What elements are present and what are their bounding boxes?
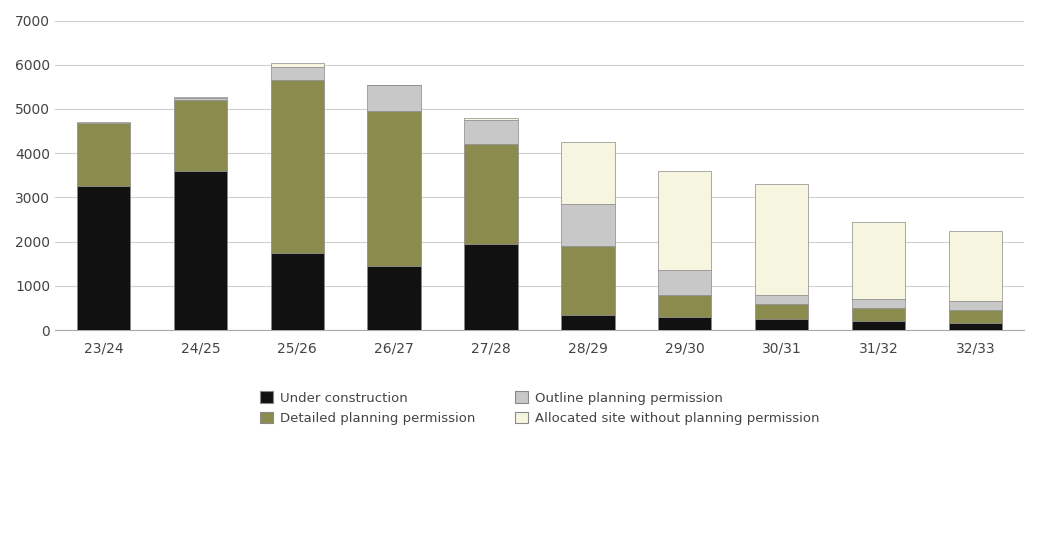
Bar — [561, 246, 615, 315]
Bar — [270, 253, 324, 330]
Bar — [949, 310, 1003, 323]
Bar — [270, 80, 324, 253]
Bar — [852, 222, 905, 299]
Bar — [368, 266, 421, 330]
Bar — [464, 244, 517, 330]
Bar — [755, 184, 808, 295]
Bar — [368, 111, 421, 266]
Bar — [658, 295, 712, 317]
Bar — [464, 144, 517, 244]
Bar — [561, 142, 615, 204]
Bar — [77, 187, 130, 330]
Bar — [755, 295, 808, 304]
Bar — [174, 97, 227, 98]
Bar — [77, 123, 130, 187]
Bar — [852, 321, 905, 330]
Bar — [270, 67, 324, 80]
Bar — [949, 231, 1003, 301]
Bar — [464, 118, 517, 120]
Bar — [368, 84, 421, 111]
Bar — [561, 315, 615, 330]
Legend: Under construction, Detailed planning permission, Outline planning permission, A: Under construction, Detailed planning pe… — [255, 386, 824, 430]
Bar — [174, 100, 227, 171]
Bar — [658, 270, 712, 295]
Bar — [852, 299, 905, 308]
Bar — [755, 319, 808, 330]
Bar — [852, 308, 905, 321]
Bar — [658, 317, 712, 330]
Bar — [949, 301, 1003, 310]
Bar — [561, 204, 615, 246]
Bar — [270, 62, 324, 67]
Bar — [77, 122, 130, 123]
Bar — [174, 98, 227, 100]
Bar — [949, 323, 1003, 330]
Bar — [174, 171, 227, 330]
Bar — [755, 304, 808, 319]
Bar — [464, 120, 517, 144]
Bar — [658, 171, 712, 270]
